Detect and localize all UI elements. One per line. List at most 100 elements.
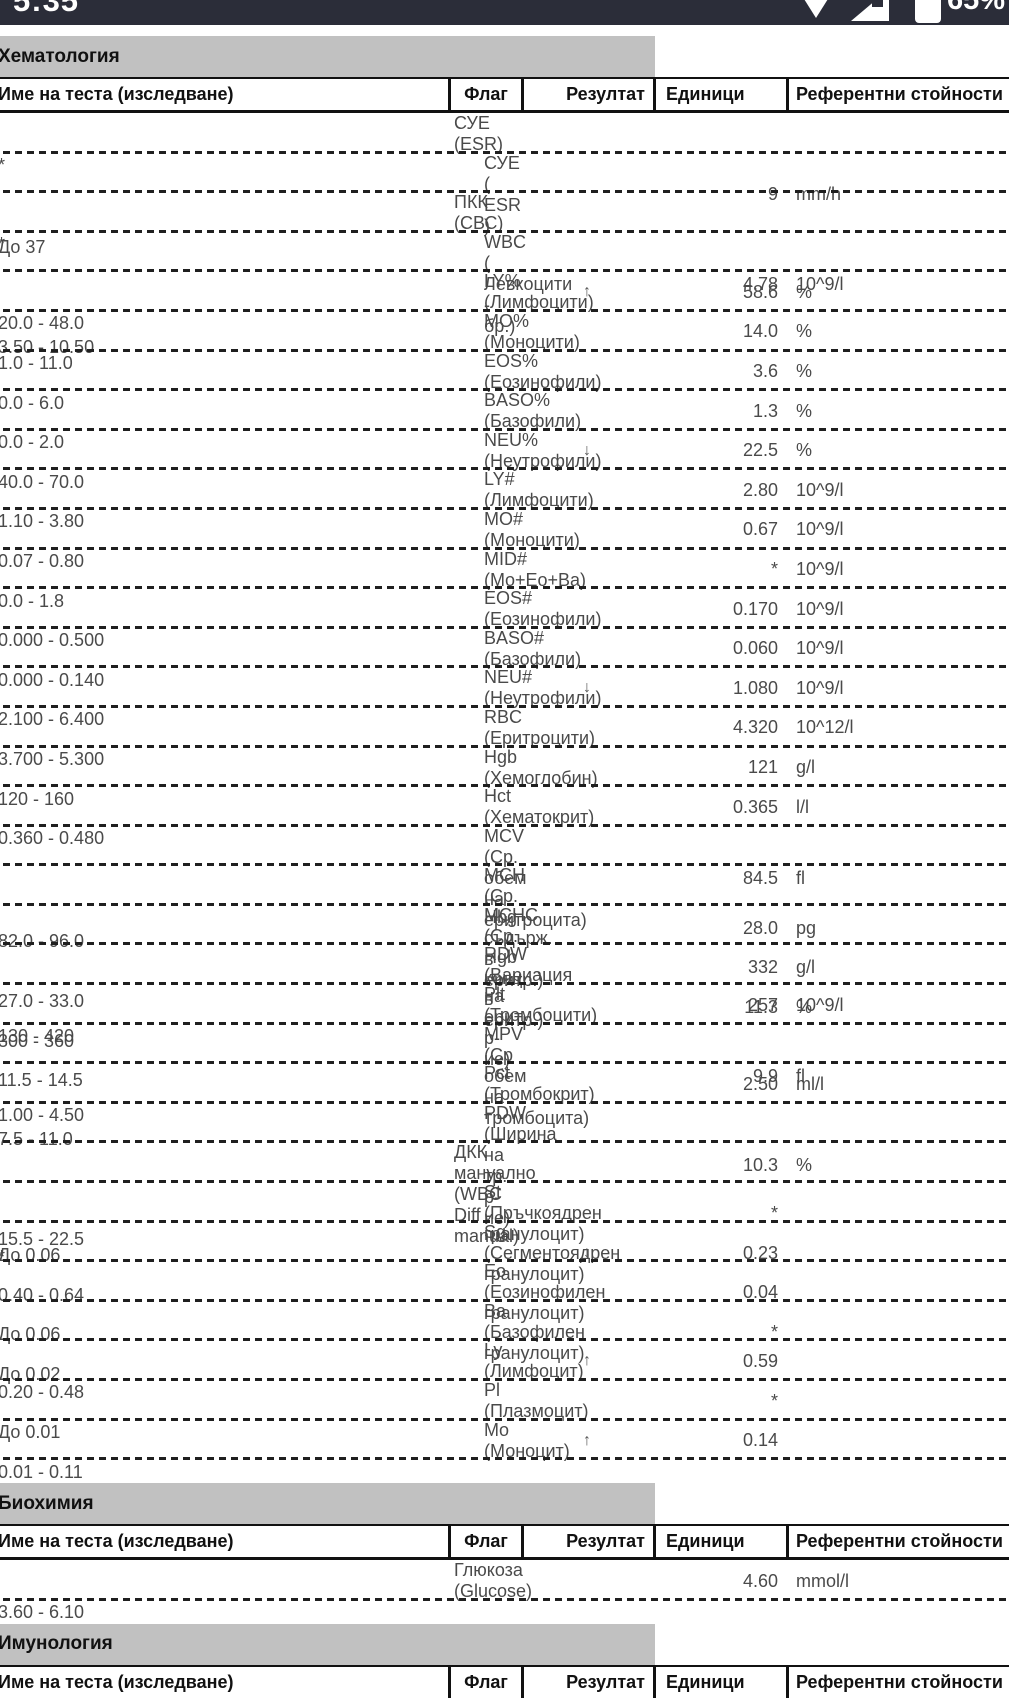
table-row: RBC (Еритроцити) 4.320 10^12/l 3.700 - 5… <box>0 707 1009 769</box>
reference-cell: 1.10 - 3.80 <box>0 511 85 532</box>
units-cell: 10^9/l <box>796 519 844 540</box>
test-name-cell: Eo (Еозинофилен гранулоцит) <box>484 1261 606 1324</box>
cellular-signal-notch <box>872 0 883 7</box>
reference-cell: 0.01 - 0.11 <box>0 1461 83 1482</box>
result-cell: 332 <box>747 957 778 978</box>
column-header-test-name: Име на теста (изследване) <box>0 1671 234 1692</box>
test-name-cell: BASO# (Базофили) <box>484 627 582 669</box>
table-row: NEU% (Неутрофили) ↓ 22.5 % 40.0 - 70.0 <box>0 430 1009 492</box>
test-name-cell: LY% (Лимфоцити) <box>484 271 594 313</box>
reference-cell: 11.5 - 14.5 <box>0 1070 83 1091</box>
results-table-header: Име на теста (изследване) Флаг Резултат … <box>0 1664 1009 1698</box>
table-row: Hgb (Хемоглобин) 121 g/l 120 - 160 <box>0 746 1009 809</box>
reference-cell: До 0.01 <box>0 1422 61 1442</box>
result-cell: * <box>770 1390 778 1411</box>
table-row: MO# (Моноцити) 0.67 10^9/l 0.07 - 0.80 <box>0 509 1009 571</box>
wifi-icon <box>799 0 833 18</box>
reference-cell: 1.00 - 4.50 <box>0 1105 85 1126</box>
units-cell: % <box>796 281 813 302</box>
reference-cell: 130 - 420 <box>0 1026 75 1047</box>
table-row: Hct (Хематокрит) 0.365 l/l 0.360 - 0.480 <box>0 786 1009 848</box>
lab-section: Биохимия Име на теста (изследване) Флаг … <box>0 1483 1009 1622</box>
test-name-cell: WBC ( Левкоцити - бр.) <box>484 231 573 336</box>
result-cell: 0.04 <box>742 1282 778 1303</box>
column-header-flag: Флаг <box>448 79 521 110</box>
section-title-banner: Имунология <box>0 1623 655 1665</box>
result-cell: 10.3 <box>742 1155 778 1176</box>
test-name-cell: MCHC (Ср. Hgb конц. в еритр.) <box>484 904 544 1030</box>
column-header-reference: Референтни стойности <box>786 79 1009 110</box>
table-row: LY% (Лимфоцити) ↑ 58.6 % 20.0 - 48.0 <box>0 271 1009 333</box>
test-name-cell: Mo (Моноцит) <box>484 1419 570 1461</box>
flag-up-icon: ↑ <box>583 1431 591 1449</box>
reference-cell: 27.0 - 33.0 <box>0 991 85 1012</box>
units-cell: 10^9/l <box>796 598 844 619</box>
test-name-cell: EOS# (Еозинофили) <box>484 588 602 630</box>
test-name-cell: Hct (Хематокрит) <box>484 786 595 828</box>
flag-down-icon: ↓ <box>583 441 591 459</box>
column-header-result: Резултат <box>521 1526 653 1558</box>
status-bar: 5:35 65% <box>0 0 1009 25</box>
section-rows: Глюкоза (Glucose) 4.60 mmol/l 3.60 - 6.1… <box>0 1560 1009 1622</box>
units-cell: fl <box>796 1065 805 1086</box>
reference-cell: 2.100 - 6.400 <box>0 709 105 730</box>
column-header-flag: Флаг <box>448 1666 521 1698</box>
result-cell: 84.5 <box>742 867 778 888</box>
column-header-reference: Референтни стойности <box>786 1666 1009 1698</box>
reference-cell: 0.000 - 0.500 <box>0 630 105 651</box>
column-header-reference: Референтни стойности <box>786 1526 1009 1558</box>
table-row: Mo (Моноцит) ↑ 0.14 0.01 - 0.11 <box>0 1419 1009 1482</box>
test-name-cell: СУЕ ( ESR ) <box>484 152 522 236</box>
units-cell: 10^9/l <box>796 994 844 1015</box>
table-row: Pl (Плазмоцит) * До 0.01 <box>0 1380 1009 1442</box>
result-cell: 0.67 <box>742 519 778 540</box>
units-cell: l/l <box>796 796 809 817</box>
result-cell: 28.0 <box>742 917 778 938</box>
result-cell: 4.320 <box>732 717 778 738</box>
table-row: BASO% (Базофили) 1.3 % 0.0 - 2.0 <box>0 390 1009 452</box>
test-name-cell: St (Пръчкоядрен гранулоцит) <box>484 1182 602 1245</box>
result-cell: 0.14 <box>742 1430 778 1451</box>
results-table-header: Име на теста (изследване) Флаг Резултат … <box>0 1524 1009 1561</box>
lab-section: Хематология Име на теста (изследване) Фл… <box>0 36 1009 1482</box>
reference-cell: * <box>0 155 448 176</box>
flag-up-icon: ↑ <box>583 283 591 301</box>
result-cell: 2.50 <box>742 1073 778 1094</box>
result-cell: 22.5 <box>742 440 778 461</box>
table-row: ПКК (СВС) * <box>0 192 1009 254</box>
table-row: EOS% (Еозинофили) 3.6 % 0.0 - 6.0 <box>0 350 1009 413</box>
table-row: EOS# (Еозинофили) 0.170 10^9/l 0.000 - 0… <box>0 588 1009 650</box>
units-cell: 10^9/l <box>796 479 844 500</box>
flag-down-icon: ↓ <box>583 679 591 697</box>
test-name-cell: Plt (Тромбоцити) <box>484 984 598 1026</box>
units-cell: % <box>796 400 813 421</box>
table-row: MO% (Моноцити) 14.0 % 1.0 - 11.0 <box>0 311 1009 373</box>
units-cell: mmol/l <box>796 1570 849 1591</box>
result-cell: 58.6 <box>742 281 778 302</box>
test-name-cell: MCV (Ср. обем на еритроцита) <box>484 825 587 930</box>
column-header-units: Единици <box>653 1526 786 1558</box>
table-row: Eo (Еозинофилен гранулоцит) 0.04 До 0.06 <box>0 1261 1009 1344</box>
units-cell: g/l <box>796 957 816 978</box>
result-cell: 2.80 <box>742 479 778 500</box>
column-header-result: Резултат <box>521 79 653 110</box>
test-name-cell: Hgb (Хемоглобин) <box>484 746 598 788</box>
result-cell: * <box>770 559 778 580</box>
reference-cell: 20.0 - 48.0 <box>0 313 85 334</box>
reference-cell: * <box>0 234 448 255</box>
reference-cell: 0.0 - 1.8 <box>0 590 65 611</box>
units-cell: pg <box>796 917 817 938</box>
test-name-cell: EOS% (Еозинофили) <box>484 350 602 392</box>
lab-report-page: Хематология Име на теста (изследване) Фл… <box>0 36 1009 1698</box>
flag-up-icon: ↑ <box>583 1352 591 1370</box>
units-cell: fl <box>796 867 805 888</box>
reference-cell: 1.0 - 11.0 <box>0 352 73 373</box>
result-cell: 1.080 <box>732 677 778 698</box>
reference-cell: 0.20 - 0.48 <box>0 1382 85 1403</box>
table-row: MID# (Mo+Eo+Ba) * 10^9/l 0.0 - 1.8 <box>0 549 1009 611</box>
table-row: RDW (Вариация на ерит. р-ие) 11.3 % 11.5… <box>0 944 1009 1090</box>
table-row: BASO# (Базофили) 0.060 10^9/l 0.000 - 0.… <box>0 627 1009 690</box>
column-header-test-name: Име на теста (изследване) <box>0 84 234 104</box>
units-cell: % <box>796 1155 813 1176</box>
clock-label: 5:35 <box>13 0 80 18</box>
